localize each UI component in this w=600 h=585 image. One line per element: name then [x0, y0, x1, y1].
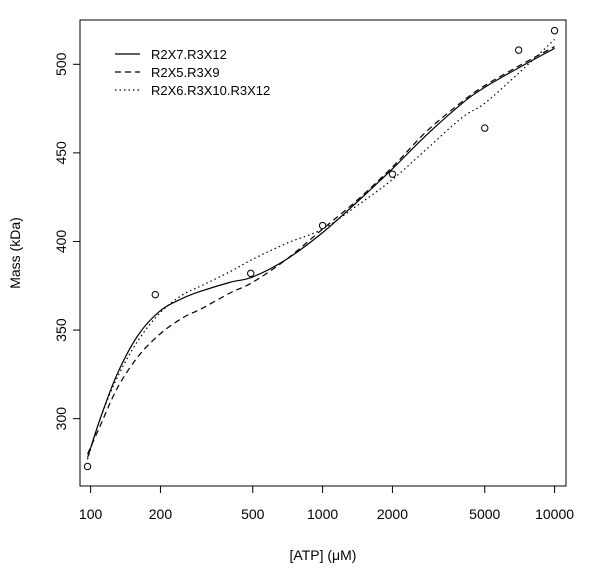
data-point — [83, 462, 92, 471]
data-point — [514, 46, 523, 54]
x-tick-label: 2000 — [377, 506, 408, 522]
series-line-1 — [86, 47, 555, 458]
x-tick-label: 500 — [241, 506, 265, 522]
y-tick-label: 500 — [53, 52, 69, 76]
data-point — [247, 269, 255, 278]
series-layer — [86, 39, 555, 460]
x-tick-label: 1000 — [307, 506, 338, 522]
y-tick-label: 450 — [53, 141, 69, 165]
data-point — [550, 26, 559, 35]
y-tick-label: 300 — [53, 407, 69, 431]
x-tick-label: 5000 — [469, 506, 500, 522]
x-tick-label: 100 — [79, 506, 103, 522]
points-layer — [83, 26, 559, 471]
data-point — [318, 221, 327, 230]
data-point — [151, 290, 159, 299]
legend-label: R2X7.R3X12 — [151, 47, 227, 62]
series-line-2 — [87, 46, 555, 455]
data-point — [388, 170, 397, 178]
legend-label: R2X5.R3X9 — [151, 65, 220, 80]
y-tick-label: 400 — [53, 230, 69, 254]
y-tick-label: 350 — [53, 318, 69, 342]
legend: R2X7.R3X12 R2X5.R3X9 R2X6.R3X10.R3X12 — [115, 47, 270, 98]
y-axis-title: Mass (kDa) — [7, 217, 23, 289]
data-point — [481, 124, 489, 132]
y-axis: 300 350 400 450 500 — [53, 52, 80, 430]
x-tick-label: 200 — [149, 506, 173, 522]
legend-label: R2X6.R3X10.R3X12 — [151, 83, 270, 98]
series-line-3 — [86, 39, 555, 460]
x-tick-label: 10000 — [535, 506, 574, 522]
x-axis-title: [ATP] (μM) — [290, 547, 357, 563]
x-axis: 100 200 500 1000 2000 5000 10000 — [79, 486, 574, 522]
